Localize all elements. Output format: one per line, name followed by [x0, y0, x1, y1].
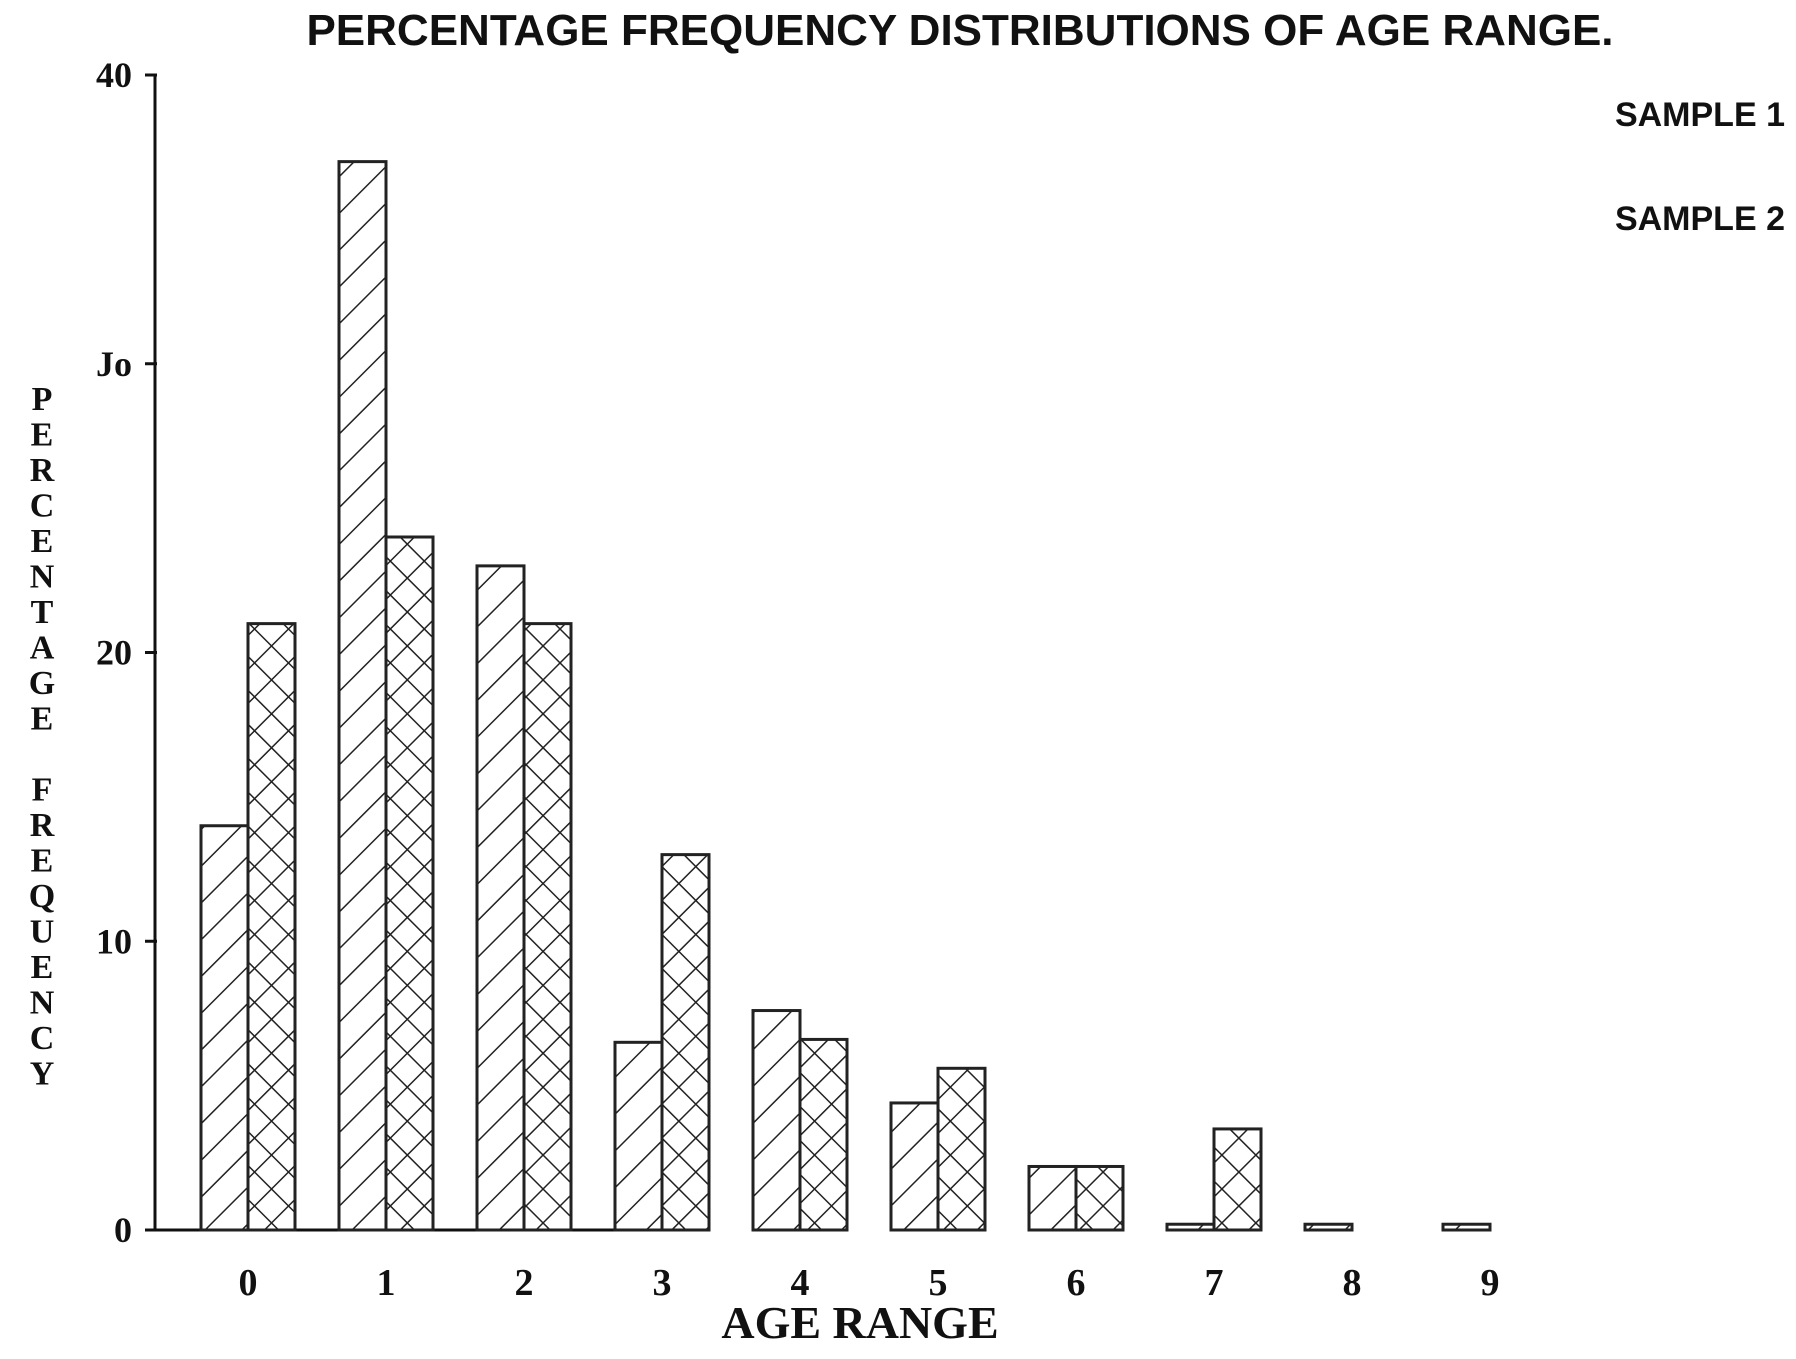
y-axis-label-char: E: [31, 949, 54, 986]
bar-sample-2-age-4: [798, 1037, 849, 1232]
bar-sample-1-age-6: [1027, 1164, 1078, 1232]
bar-sample-2-age-5: [936, 1066, 987, 1232]
legend: SAMPLE 1 SAMPLE 2: [1615, 96, 1785, 238]
y-axis-label-char: A: [30, 630, 55, 667]
x-tick-label-0: 0: [239, 1262, 258, 1304]
bar-sample-2-age-3: [660, 853, 711, 1232]
y-axis-label-char: N: [30, 985, 55, 1022]
y-tick-label-30: Jo: [96, 344, 132, 384]
bar-sample-2-age-2: [522, 622, 573, 1232]
y-axis-label-char: F: [32, 772, 53, 809]
chart-title: PERCENTAGE FREQUENCY DISTRIBUTIONS OF AG…: [306, 6, 1613, 55]
y-axis-label-char: E: [31, 417, 54, 454]
y-axis-label-char: P: [32, 381, 53, 418]
x-tick-label-1: 1: [377, 1262, 396, 1304]
x-tick-label-2: 2: [515, 1262, 534, 1304]
y-axis-ticks: 0 10 20 Jo 40: [96, 55, 157, 1250]
bar-sample-1-age-1: [337, 160, 388, 1232]
bar-sample-2-age-1: [384, 535, 435, 1232]
y-axis-label-char: C: [30, 1020, 55, 1057]
y-axis-label-char: Y: [30, 1056, 55, 1093]
x-tick-label-3: 3: [653, 1262, 672, 1304]
y-axis-label-char: N: [30, 559, 55, 596]
y-axis-label-char: T: [31, 594, 54, 631]
bar-sample-1-age-3: [613, 1040, 664, 1232]
bar-sample-1-age-2: [475, 564, 526, 1232]
y-axis-label-char: R: [30, 452, 55, 489]
x-tick-label-4: 4: [791, 1262, 810, 1304]
x-tick-label-5: 5: [929, 1262, 948, 1304]
bar-sample-2-age-0: [246, 622, 297, 1232]
y-axis-label-char: E: [31, 523, 54, 560]
bar-sample-1-age-9: [1441, 1222, 1492, 1232]
y-tick-label-10: 10: [96, 921, 132, 961]
bar-sample-2-age-7: [1212, 1127, 1263, 1232]
legend-entry-sample-2: SAMPLE 2: [1615, 200, 1785, 238]
bars: [199, 160, 1492, 1232]
y-tick-label-40: 40: [96, 55, 132, 95]
bar-sample-2-age-6: [1074, 1164, 1125, 1232]
x-tick-label-8: 8: [1343, 1262, 1362, 1304]
bar-sample-1-age-5: [889, 1101, 940, 1232]
y-tick-label-20: 20: [96, 633, 132, 673]
y-axis-label-char: E: [31, 701, 54, 738]
y-axis-label-char: G: [29, 665, 55, 702]
x-axis-label: AGE RANGE: [721, 1297, 998, 1348]
legend-entry-sample-1: SAMPLE 1: [1615, 96, 1785, 134]
y-axis-label-char: R: [30, 807, 55, 844]
y-axis-label-char: E: [31, 843, 54, 880]
x-tick-label-7: 7: [1205, 1262, 1224, 1304]
y-axis-label-char: C: [30, 488, 55, 525]
bar-sample-1-age-0: [199, 824, 250, 1232]
y-axis-label-char: U: [30, 914, 55, 951]
x-axis-ticks: 0 1 2 3 4 5 6 7 8 9: [239, 1262, 1500, 1304]
bar-sample-1-age-8: [1303, 1222, 1354, 1232]
x-tick-label-6: 6: [1067, 1262, 1086, 1304]
y-tick-label-0: 0: [114, 1210, 132, 1250]
bar-sample-1-age-4: [751, 1009, 802, 1232]
bar-sample-1-age-7: [1165, 1222, 1216, 1232]
x-tick-label-9: 9: [1481, 1262, 1500, 1304]
y-axis-label-char: Q: [29, 878, 55, 915]
